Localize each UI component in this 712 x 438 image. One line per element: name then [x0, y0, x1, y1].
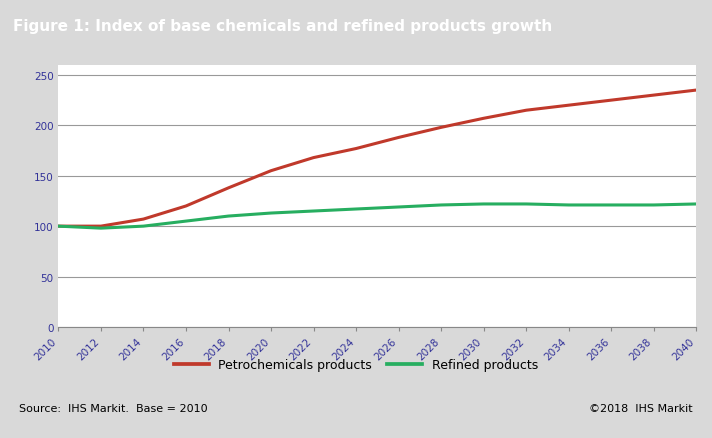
Text: Figure 1: Index of base chemicals and refined products growth: Figure 1: Index of base chemicals and re… — [13, 19, 552, 34]
Text: ©2018  IHS Markit: ©2018 IHS Markit — [590, 403, 693, 413]
Legend: Petrochemicals products, Refined products: Petrochemicals products, Refined product… — [169, 353, 543, 376]
Text: Source:  IHS Markit.  Base = 2010: Source: IHS Markit. Base = 2010 — [19, 403, 208, 413]
